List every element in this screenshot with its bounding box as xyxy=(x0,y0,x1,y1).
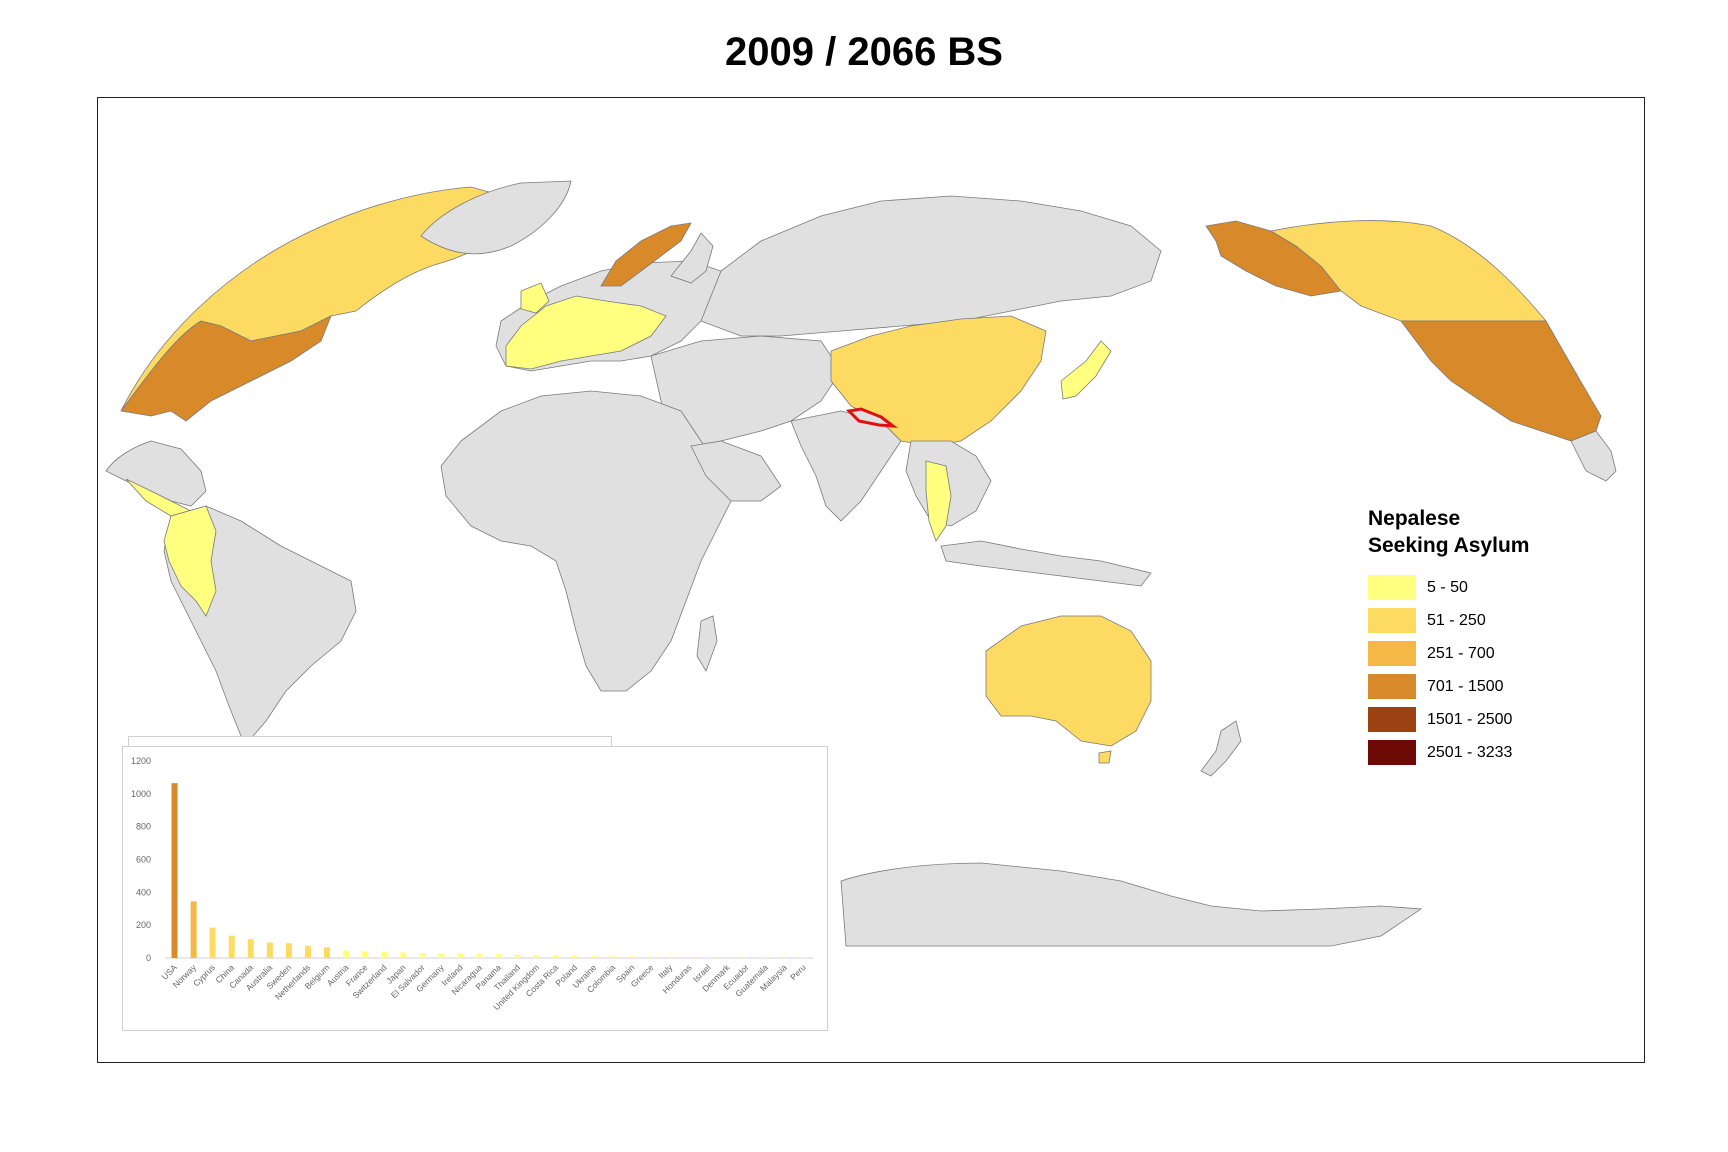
bar-costa-rica[interactable] xyxy=(552,955,559,958)
land-antarctica[interactable] xyxy=(840,862,1423,947)
bar-guatemala[interactable] xyxy=(762,957,769,958)
legend-swatch xyxy=(1368,674,1416,699)
inset-bar-chart[interactable]: 0 200 400 600 800 1000 1200 USA Norway Cyprus Chi… xyxy=(122,746,828,1031)
land-usa[interactable] xyxy=(120,315,332,422)
land-florida-mexico[interactable] xyxy=(1570,430,1617,482)
y-tick-label: 200 xyxy=(136,920,151,930)
bar-poland[interactable] xyxy=(571,955,578,958)
land-russia[interactable] xyxy=(700,195,1162,337)
legend-title-line2: Seeking Asylum xyxy=(1368,534,1530,557)
bar-belgium[interactable] xyxy=(324,947,330,958)
legend-item: 2501 - 3233 xyxy=(1368,736,1628,769)
land-usa-east[interactable] xyxy=(1400,320,1602,442)
legend-label: 251 - 700 xyxy=(1427,644,1495,662)
bar-honduras[interactable] xyxy=(686,957,693,958)
bar-greece[interactable] xyxy=(648,956,654,958)
land-india[interactable] xyxy=(790,410,902,522)
bar-cyprus[interactable] xyxy=(209,927,216,958)
legend-item: 251 - 700 xyxy=(1368,637,1628,670)
legend-item: 701 - 1500 xyxy=(1368,670,1628,703)
y-tick-label: 1200 xyxy=(131,756,151,766)
legend-swatch xyxy=(1368,641,1416,666)
legend-swatch xyxy=(1368,575,1416,600)
land-nepal-outline[interactable] xyxy=(845,407,898,428)
legend-item: 1501 - 2500 xyxy=(1368,703,1628,736)
legend-swatch xyxy=(1368,608,1416,633)
land-colombia-ecuador-peru[interactable] xyxy=(163,505,217,617)
legend-title-line1: Nepalese xyxy=(1368,507,1461,530)
bar-israel[interactable] xyxy=(705,957,712,958)
land-uk-ireland[interactable] xyxy=(520,282,550,314)
bar-italy[interactable] xyxy=(667,956,674,958)
bar-germany[interactable] xyxy=(438,953,445,958)
land-norway-sweden[interactable] xyxy=(600,222,692,287)
y-tick-label: 1000 xyxy=(131,789,151,799)
bar-china[interactable] xyxy=(228,935,235,958)
legend-label: 2501 - 3233 xyxy=(1427,743,1513,761)
bar-ecuador[interactable] xyxy=(743,957,750,958)
bar-canada[interactable] xyxy=(247,939,254,958)
land-new-zealand[interactable] xyxy=(1200,720,1242,777)
x-tick-label: Cyprus xyxy=(191,962,217,988)
world-map[interactable] xyxy=(98,98,1644,1062)
land-arabia[interactable] xyxy=(690,440,782,502)
land-western-europe[interactable] xyxy=(505,295,667,370)
page-title: 2009 / 2066 BS xyxy=(725,30,1003,74)
bar-united-kingdom[interactable] xyxy=(533,955,540,958)
bar-ukraine[interactable] xyxy=(590,956,597,958)
legend-swatch xyxy=(1368,740,1416,765)
bar-el-salvador[interactable] xyxy=(419,953,426,958)
legend: Nepalese Seeking Asylum 5 - 50 51 - 250 25… xyxy=(1368,505,1628,769)
land-africa[interactable] xyxy=(440,390,732,692)
bar-japan[interactable] xyxy=(400,952,407,958)
land-finland[interactable] xyxy=(670,232,714,284)
legend-title: Nepalese Seeking Asylum xyxy=(1368,505,1628,559)
legend-label: 1501 - 2500 xyxy=(1427,710,1513,728)
bar-denmark[interactable] xyxy=(724,957,731,958)
bar-thailand[interactable] xyxy=(514,954,521,958)
bar-sweden[interactable] xyxy=(285,943,292,958)
legend-swatch xyxy=(1368,707,1416,732)
x-tick-label: Peru xyxy=(788,962,808,982)
land-madagascar[interactable] xyxy=(696,615,718,672)
legend-item: 5 - 50 xyxy=(1368,571,1628,604)
y-tick-label: 400 xyxy=(136,887,151,897)
bar-nicaragua[interactable] xyxy=(476,954,483,958)
land-tasmania[interactable] xyxy=(1098,750,1112,764)
legend-label: 5 - 50 xyxy=(1427,578,1468,596)
land-australia[interactable] xyxy=(985,615,1152,747)
bar-colombia[interactable] xyxy=(609,956,616,958)
bar-switzerland[interactable] xyxy=(381,951,388,958)
bar-norway[interactable] xyxy=(190,901,197,958)
bar-panama[interactable] xyxy=(495,954,502,958)
land-alaska[interactable] xyxy=(1205,220,1342,297)
inset-chart-shadow xyxy=(128,736,612,749)
bar-usa[interactable] xyxy=(171,783,178,958)
legend-label: 51 - 250 xyxy=(1427,611,1486,629)
bar-austria[interactable] xyxy=(343,950,350,958)
bar-spain[interactable] xyxy=(628,956,635,958)
y-tick-label: 800 xyxy=(136,822,151,832)
legend-item: 51 - 250 xyxy=(1368,604,1628,637)
bar-australia[interactable] xyxy=(266,942,273,958)
land-thailand-malaysia[interactable] xyxy=(925,460,952,542)
bar-france[interactable] xyxy=(362,951,369,958)
land-greenland[interactable] xyxy=(420,180,572,255)
y-tick-label: 600 xyxy=(136,855,151,865)
bar-malaysia[interactable] xyxy=(781,957,788,958)
bar-peru[interactable] xyxy=(800,957,807,958)
bar-ireland[interactable] xyxy=(457,953,464,958)
y-tick-label: 0 xyxy=(146,953,151,963)
land-indonesia[interactable] xyxy=(940,540,1152,587)
legend-label: 701 - 1500 xyxy=(1427,677,1504,695)
bar-netherlands[interactable] xyxy=(304,945,311,958)
land-japan[interactable] xyxy=(1060,340,1112,400)
